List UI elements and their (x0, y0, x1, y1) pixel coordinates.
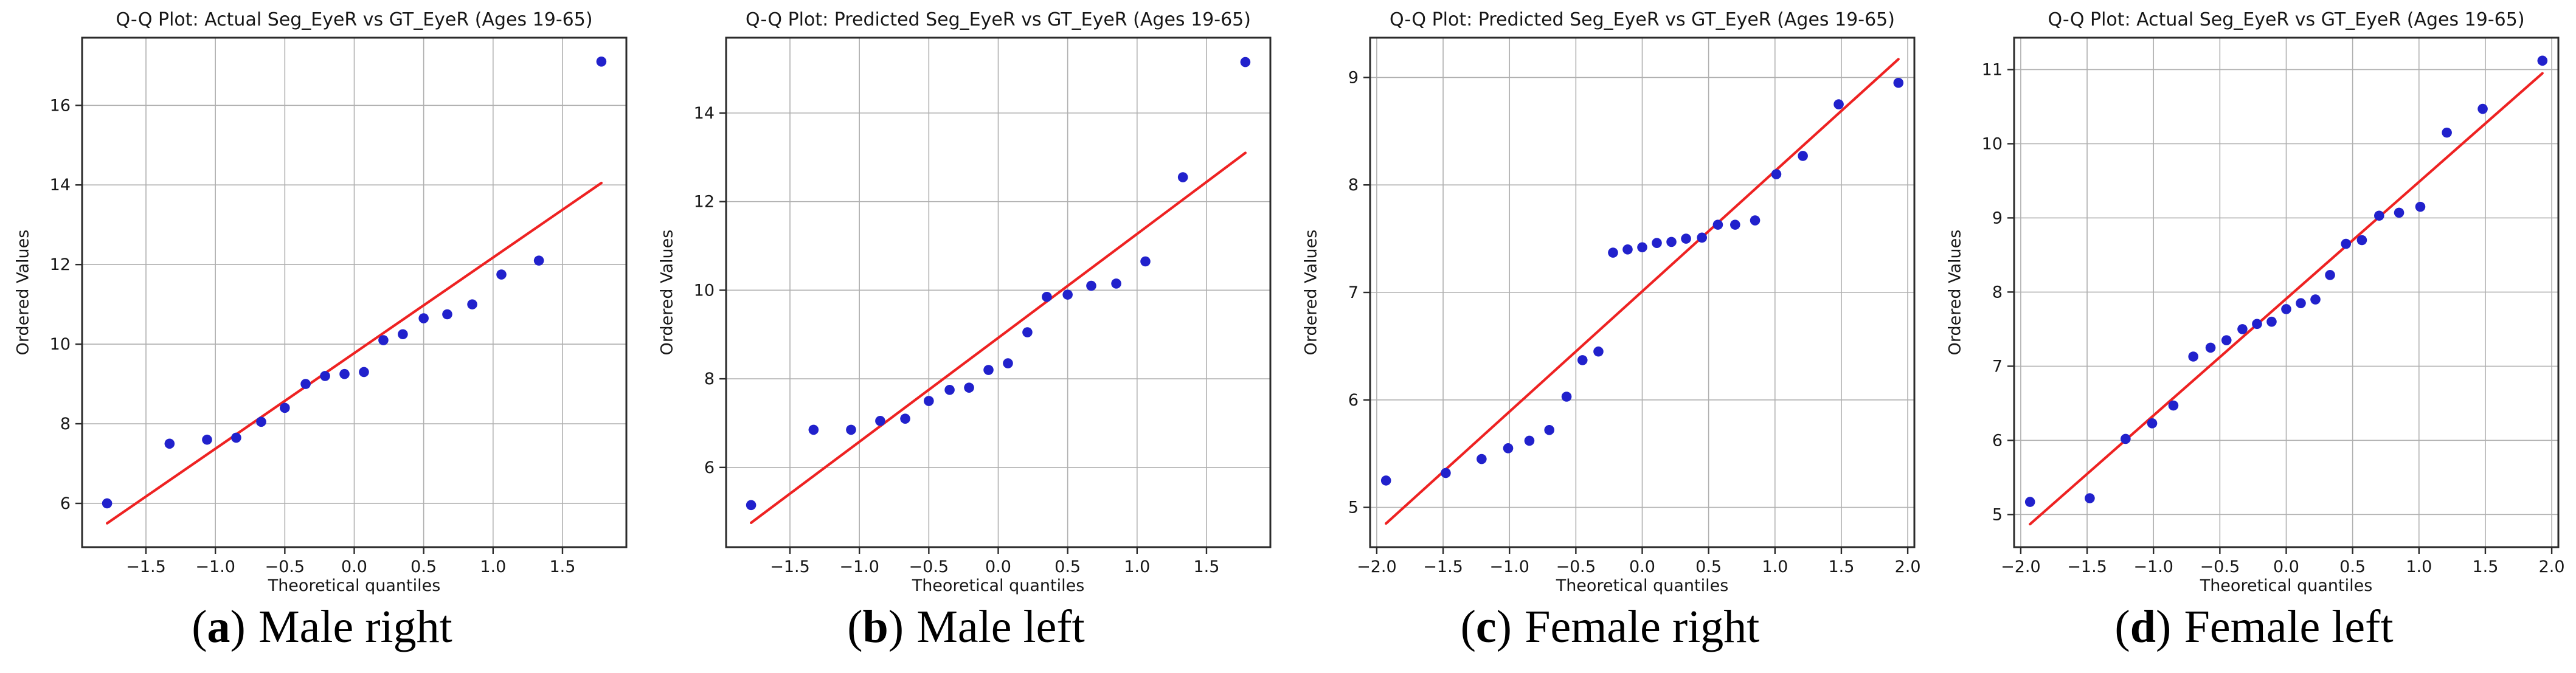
caption-close-paren: ) (1496, 601, 1512, 652)
svg-text:12: 12 (694, 193, 715, 212)
figure-caption: (c) Female right (1288, 601, 1932, 653)
svg-text:−0.5: −0.5 (265, 557, 305, 576)
svg-text:6: 6 (60, 494, 71, 513)
svg-text:−1.5: −1.5 (126, 557, 166, 576)
svg-text:1.5: 1.5 (1828, 557, 1854, 576)
svg-text:1.0: 1.0 (2406, 557, 2432, 576)
svg-text:−0.5: −0.5 (2200, 557, 2240, 576)
caption-letter: d (2130, 601, 2156, 652)
svg-text:−1.0: −1.0 (195, 557, 235, 576)
svg-text:0.5: 0.5 (1054, 557, 1081, 576)
x-axis-label: Theoretical quantiles (912, 576, 1085, 595)
x-axis-label: Theoretical quantiles (2200, 576, 2373, 595)
svg-text:16: 16 (50, 96, 71, 115)
caption-label: Female left (2184, 601, 2394, 652)
svg-text:−0.5: −0.5 (909, 557, 949, 576)
svg-text:1.0: 1.0 (480, 557, 506, 576)
svg-text:−1.5: −1.5 (2067, 557, 2107, 576)
svg-text:1.5: 1.5 (549, 557, 575, 576)
svg-text:−1.5: −1.5 (770, 557, 810, 576)
svg-text:5: 5 (1992, 505, 2003, 524)
qq-panel-d: Q-Q Plot: Actual Seg_EyeR vs GT_EyeR (Ag… (1932, 0, 2576, 673)
plot-title: Q-Q Plot: Actual Seg_EyeR vs GT_EyeR (Ag… (2048, 9, 2525, 30)
svg-text:14: 14 (50, 176, 71, 195)
x-axis-label: Theoretical quantiles (1556, 576, 1729, 595)
qq-scatter-chart: −2.0 −1.5 −1.0 −0.5 0.0 0.5 1.0 1.5 2.0 5 6 7 8 9 10 11 (1982, 36, 2565, 576)
svg-text:−1.0: −1.0 (839, 557, 879, 576)
svg-text:−2.0: −2.0 (2001, 557, 2041, 576)
svg-text:6: 6 (1992, 431, 2003, 450)
qq-panel-b: Q-Q Plot: Predicted Seg_EyeR vs GT_EyeR … (644, 0, 1288, 673)
svg-text:9: 9 (1348, 68, 1359, 87)
svg-text:−1.5: −1.5 (1423, 557, 1463, 576)
caption-letter: b (862, 601, 888, 652)
qq-panel-a: Q-Q Plot: Actual Seg_EyeR vs GT_EyeR (Ag… (0, 0, 644, 673)
svg-text:0.5: 0.5 (1695, 557, 1722, 576)
svg-text:8: 8 (704, 370, 715, 388)
caption-close-paren: ) (2156, 601, 2172, 652)
svg-text:5: 5 (1348, 499, 1359, 517)
svg-text:1.5: 1.5 (1193, 557, 1219, 576)
caption-close-paren: ) (230, 601, 246, 652)
svg-text:0.0: 0.0 (2273, 557, 2299, 576)
figure-caption: (b) Male left (644, 601, 1288, 653)
svg-text:12: 12 (50, 255, 71, 274)
plot-title: Q-Q Plot: Predicted Seg_EyeR vs GT_EyeR … (1390, 9, 1895, 30)
svg-text:8: 8 (60, 415, 71, 433)
svg-text:10: 10 (694, 281, 715, 300)
caption-open-paren: ( (192, 601, 207, 652)
caption-label: Male left (916, 601, 1085, 652)
svg-text:−0.5: −0.5 (1556, 557, 1596, 576)
svg-text:9: 9 (1992, 209, 2003, 227)
svg-text:−1.0: −1.0 (1489, 557, 1529, 576)
caption-label: Male right (258, 601, 452, 652)
qq-scatter-chart: −2.0 −1.5 −1.0 −0.5 0.0 0.5 1.0 1.5 2.0 5 6 7 8 9 (1348, 36, 1921, 576)
svg-text:0.5: 0.5 (410, 557, 437, 576)
qq-scatter-chart: −1.5 −1.0 −0.5 0.0 0.5 1.0 1.5 6 8 10 12 14 (694, 36, 1272, 576)
figure-caption: (a) Male right (0, 601, 644, 653)
caption-open-paren: ( (2114, 601, 2130, 652)
svg-text:1.5: 1.5 (2472, 557, 2498, 576)
caption-letter: c (1475, 601, 1497, 652)
svg-text:−2.0: −2.0 (1357, 557, 1397, 576)
svg-text:11: 11 (1982, 60, 2003, 79)
caption-label: Female right (1525, 601, 1760, 652)
qq-scatter-chart: −1.5 −1.0 −0.5 0.0 0.5 1.0 1.5 6 8 10 12 14 16 (50, 36, 628, 576)
caption-close-paren: ) (888, 601, 904, 652)
svg-text:0.0: 0.0 (985, 557, 1011, 576)
svg-text:2.0: 2.0 (1895, 557, 1921, 576)
svg-text:1.0: 1.0 (1124, 557, 1150, 576)
svg-text:1.0: 1.0 (1762, 557, 1788, 576)
svg-text:7: 7 (1348, 283, 1359, 302)
plot-title: Q-Q Plot: Predicted Seg_EyeR vs GT_EyeR … (746, 9, 1251, 30)
caption-open-paren: ( (847, 601, 863, 652)
svg-text:8: 8 (1348, 176, 1359, 195)
plot-title: Q-Q Plot: Actual Seg_EyeR vs GT_EyeR (Ag… (116, 9, 593, 30)
svg-text:10: 10 (1982, 134, 2003, 153)
svg-text:0.0: 0.0 (341, 557, 367, 576)
qq-panel-c: Q-Q Plot: Predicted Seg_EyeR vs GT_EyeR … (1288, 0, 1932, 673)
svg-text:2.0: 2.0 (2539, 557, 2565, 576)
svg-text:6: 6 (1348, 391, 1359, 410)
svg-text:0.5: 0.5 (2339, 557, 2366, 576)
svg-text:10: 10 (50, 335, 71, 354)
caption-open-paren: ( (1460, 601, 1476, 652)
svg-text:14: 14 (694, 104, 715, 123)
svg-text:6: 6 (704, 458, 715, 477)
figure-caption: (d) Female left (1932, 601, 2576, 653)
svg-text:7: 7 (1992, 357, 2003, 376)
svg-text:−1.0: −1.0 (2133, 557, 2173, 576)
x-axis-label: Theoretical quantiles (268, 576, 441, 595)
svg-text:0.0: 0.0 (1629, 557, 1655, 576)
svg-text:8: 8 (1992, 283, 2003, 302)
caption-letter: a (207, 601, 230, 652)
